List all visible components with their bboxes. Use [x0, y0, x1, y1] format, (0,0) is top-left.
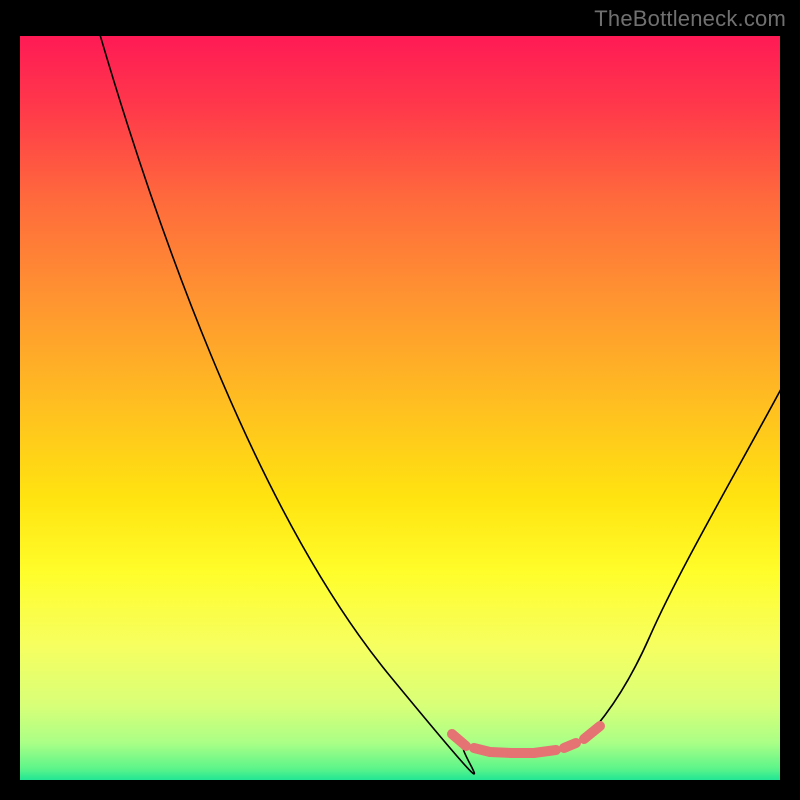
- valley-marker-segment: [534, 750, 556, 753]
- valley-marker-segment: [564, 743, 576, 748]
- plot-area: [20, 36, 780, 780]
- outer-frame: TheBottleneck.com: [0, 0, 800, 800]
- gradient-background: [20, 36, 780, 780]
- chart-svg: [20, 36, 780, 780]
- watermark-text: TheBottleneck.com: [594, 6, 786, 32]
